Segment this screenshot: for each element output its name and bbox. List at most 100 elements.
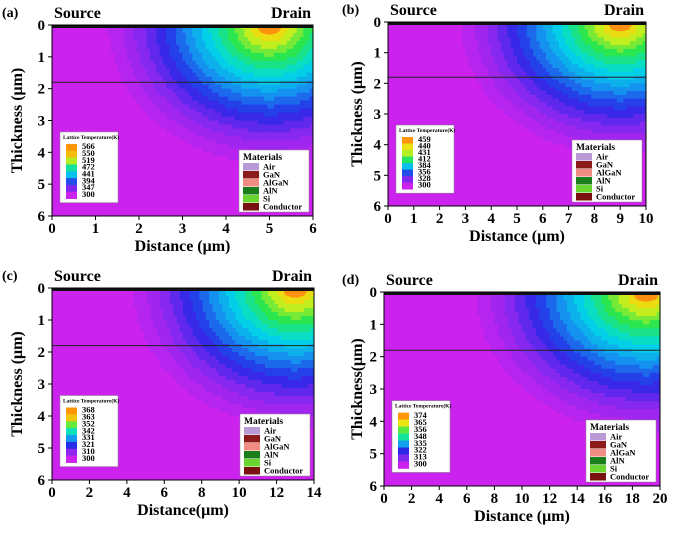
field-cell bbox=[280, 136, 285, 141]
field-cell bbox=[65, 108, 69, 114]
field-cell bbox=[270, 116, 275, 122]
field-cell bbox=[133, 140, 138, 145]
field-cell bbox=[224, 208, 229, 213]
field-cell bbox=[61, 60, 66, 66]
field-cell bbox=[175, 60, 180, 66]
field-cell bbox=[270, 112, 275, 118]
field-cell bbox=[140, 60, 144, 66]
field-cell bbox=[143, 152, 148, 157]
field-cell bbox=[517, 68, 521, 73]
field-cell bbox=[120, 100, 125, 106]
field-cell bbox=[84, 64, 89, 70]
field-cell bbox=[123, 76, 128, 82]
field-cell bbox=[143, 52, 148, 58]
field-cell bbox=[65, 60, 69, 66]
field-cell bbox=[286, 140, 291, 145]
field-cell bbox=[117, 108, 122, 114]
field-cell bbox=[231, 168, 236, 173]
field-cell bbox=[146, 200, 151, 205]
field-cell bbox=[100, 68, 105, 74]
field-cell bbox=[133, 36, 138, 42]
field-cell bbox=[192, 120, 197, 126]
field-cell bbox=[162, 88, 167, 94]
field-cell bbox=[179, 144, 184, 149]
field-cell bbox=[84, 116, 89, 122]
field-cell bbox=[221, 168, 226, 173]
field-cell bbox=[208, 80, 213, 86]
field-cell bbox=[241, 88, 246, 94]
field-cell bbox=[433, 33, 437, 38]
field-cell bbox=[84, 96, 89, 102]
field-cell bbox=[94, 56, 99, 62]
field-cell bbox=[228, 156, 233, 161]
field-cell bbox=[244, 100, 249, 106]
field-cell bbox=[273, 120, 278, 126]
field-cell bbox=[616, 48, 621, 54]
field-cell bbox=[224, 176, 229, 181]
field-cell bbox=[110, 204, 115, 209]
field-cell bbox=[52, 200, 56, 205]
field-cell bbox=[153, 168, 157, 173]
field-cell bbox=[587, 56, 592, 61]
field-cell bbox=[224, 116, 229, 122]
field-cell bbox=[100, 104, 105, 110]
field-cell bbox=[55, 32, 60, 38]
field-cell bbox=[156, 156, 161, 161]
field-cell bbox=[497, 25, 502, 31]
field-cell bbox=[182, 124, 187, 130]
field-cell bbox=[162, 112, 167, 118]
field-cell bbox=[166, 48, 171, 54]
field-cell bbox=[251, 112, 255, 118]
field-cell bbox=[120, 56, 125, 62]
field-cell bbox=[195, 32, 200, 38]
field-cell bbox=[517, 25, 521, 31]
field-cell bbox=[267, 88, 272, 94]
field-cell bbox=[404, 37, 408, 42]
field-cell bbox=[620, 68, 625, 73]
field-cell bbox=[202, 168, 206, 173]
field-cell bbox=[607, 41, 612, 46]
field-cell bbox=[198, 76, 203, 82]
field-cell bbox=[198, 156, 203, 161]
field-cell bbox=[481, 52, 486, 58]
field-cell bbox=[221, 40, 226, 46]
field-cell bbox=[221, 172, 226, 177]
field-cell bbox=[140, 68, 144, 74]
field-cell bbox=[113, 92, 118, 98]
field-cell bbox=[626, 29, 631, 35]
field-cell bbox=[179, 172, 184, 177]
field-cell bbox=[149, 36, 154, 42]
field-cell bbox=[299, 52, 304, 58]
field-cell bbox=[600, 56, 605, 61]
field-cell bbox=[136, 32, 141, 38]
field-cell bbox=[202, 128, 206, 134]
field-cell bbox=[562, 68, 566, 73]
field-cell bbox=[552, 56, 557, 61]
field-cell bbox=[241, 120, 246, 126]
field-cell bbox=[182, 192, 187, 197]
field-cell bbox=[198, 72, 203, 78]
field-cell bbox=[166, 132, 171, 138]
field-cell bbox=[224, 172, 229, 177]
field-cell bbox=[166, 140, 171, 145]
field-cell bbox=[136, 88, 141, 94]
field-cell bbox=[218, 120, 223, 126]
field-cell bbox=[439, 64, 444, 69]
field-cell bbox=[218, 44, 223, 50]
field-cell bbox=[52, 192, 56, 197]
field-cell bbox=[309, 132, 313, 138]
field-cell bbox=[149, 148, 154, 153]
field-cell bbox=[149, 60, 154, 66]
field-cell bbox=[449, 60, 454, 65]
field-cell bbox=[400, 25, 405, 31]
field-cell bbox=[478, 25, 483, 31]
field-cell bbox=[507, 41, 512, 46]
field-cell bbox=[149, 48, 154, 54]
field-cell bbox=[61, 64, 66, 70]
field-cell bbox=[591, 56, 595, 61]
field-cell bbox=[309, 48, 313, 54]
field-cell bbox=[423, 71, 428, 77]
field-cell bbox=[270, 84, 275, 90]
field-cell bbox=[244, 72, 249, 78]
field-cell bbox=[185, 136, 190, 141]
